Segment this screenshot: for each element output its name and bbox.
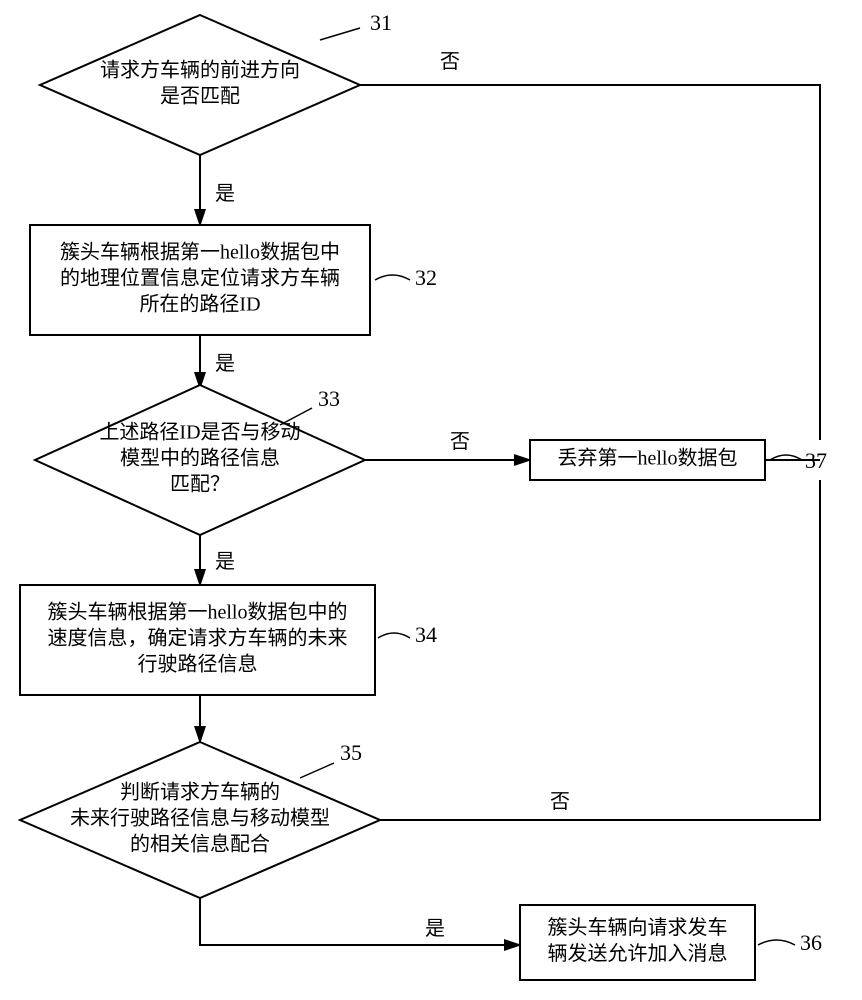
- node-text: 匹配？: [170, 474, 230, 496]
- node-text: 上述路径ID是否与移动: [99, 421, 300, 444]
- edge-label: 是: [215, 183, 235, 205]
- node-text: 判断请求方车辆的: [120, 781, 280, 804]
- ref-number: 32: [415, 265, 437, 290]
- edge-label: 否: [550, 791, 570, 813]
- node-text: 模型中的路径信息: [120, 447, 280, 470]
- edge-label: 否: [440, 51, 460, 73]
- ref-number: 37: [805, 448, 827, 473]
- edge: [200, 898, 520, 945]
- node-text: 的相关信息配合: [130, 833, 270, 856]
- node-text: 簇头车辆向请求发车: [548, 916, 728, 939]
- node-text: 所在的路径ID: [139, 293, 260, 316]
- node-text: 请求方车辆的前进方向: [100, 59, 300, 82]
- node-text: 丢弃第一hello数据包: [558, 447, 738, 470]
- edge-label: 是: [215, 551, 235, 573]
- edge-label: 是: [215, 353, 235, 375]
- node-text: 是否匹配: [160, 86, 240, 108]
- node-text: 行驶路径信息: [138, 653, 258, 676]
- node-text: 簇头车辆根据第一hello数据包中: [60, 241, 340, 264]
- ref-number: 34: [415, 622, 437, 647]
- node-text: 的地理位置信息定位请求方车辆: [60, 267, 340, 290]
- node-text: 簇头车辆根据第一hello数据包中的: [48, 601, 348, 624]
- edge: [380, 480, 820, 820]
- ref-number: 33: [318, 386, 340, 411]
- node-text: 辆发送允许加入消息: [548, 942, 728, 965]
- edge: [360, 85, 820, 440]
- ref-number: 31: [370, 10, 392, 35]
- node-text: 速度信息，确定请求方车辆的未来: [48, 627, 348, 650]
- ref-number: 36: [800, 930, 822, 955]
- edge-label: 是: [425, 918, 445, 940]
- node-text: 未来行驶路径信息与移动模型: [70, 807, 330, 830]
- ref-number: 35: [340, 740, 362, 765]
- edge-label: 否: [450, 431, 470, 453]
